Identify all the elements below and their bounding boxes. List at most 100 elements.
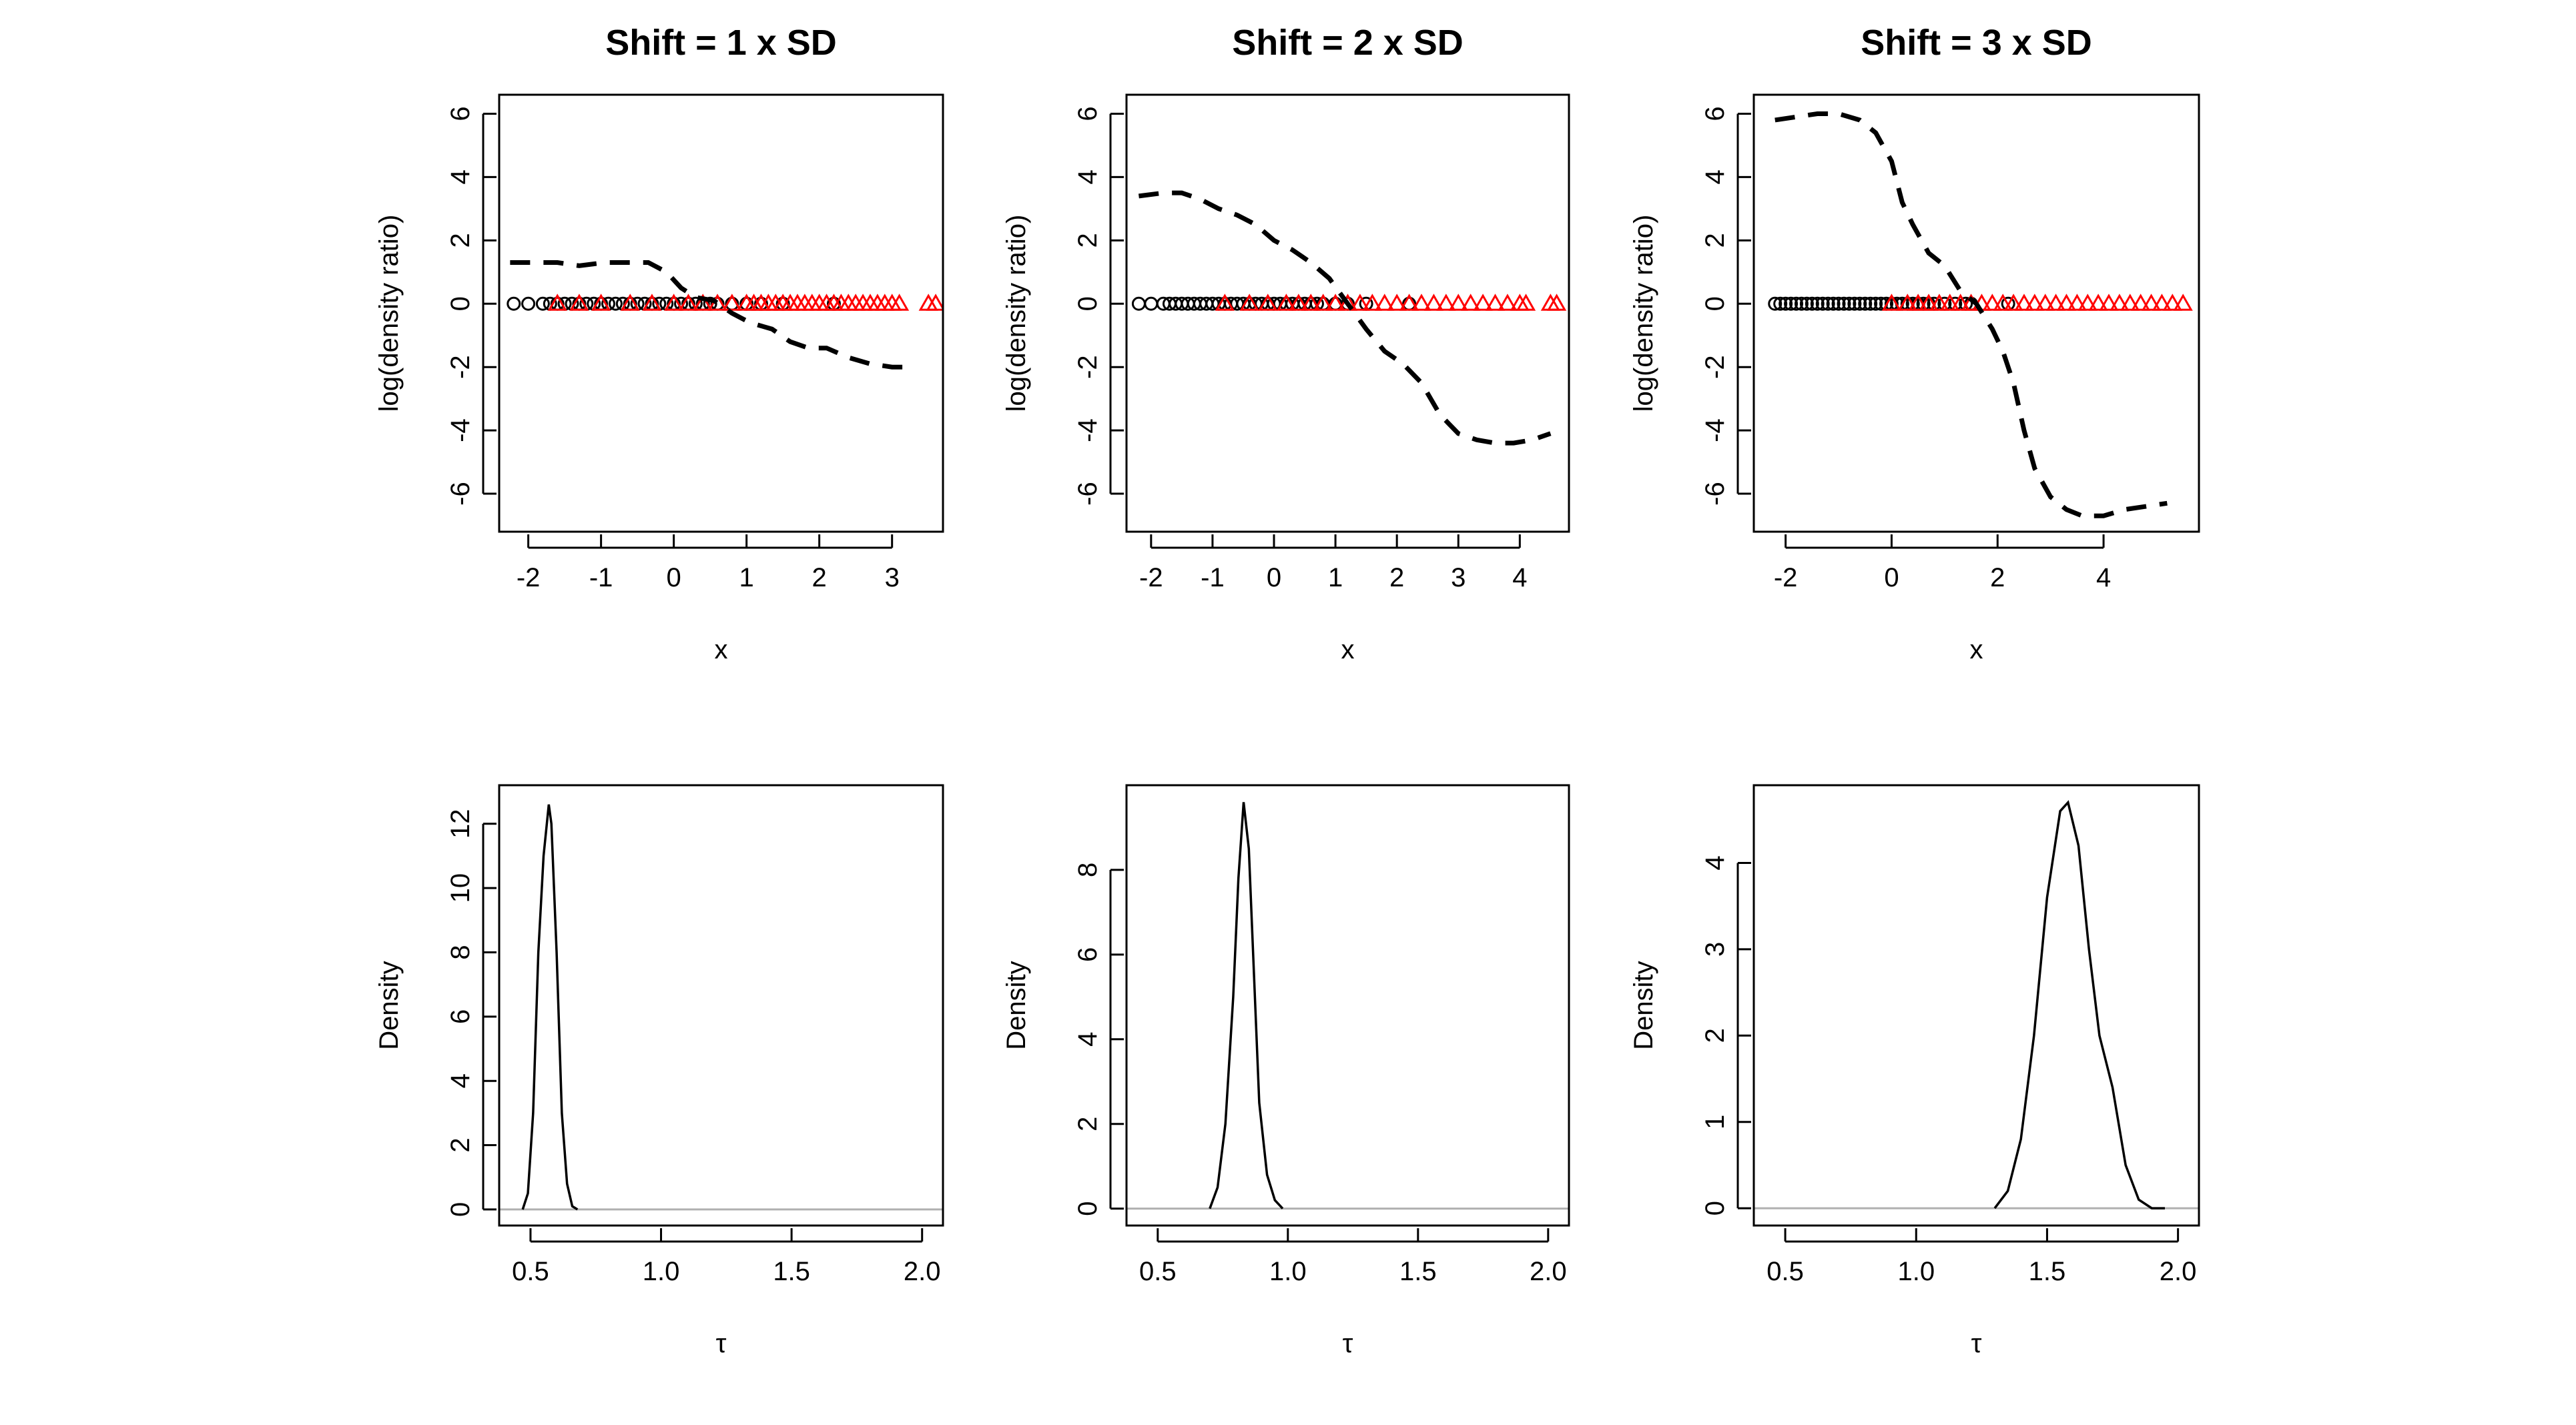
point-black-circle (1784, 296, 1799, 311)
density-curve (1993, 800, 2165, 1210)
plot-area (499, 804, 943, 1211)
point-red-triangle (591, 294, 611, 311)
y-tick-label: 8 (1073, 863, 1102, 877)
density-ratio-line (1138, 190, 1552, 446)
point-red-triangle (2088, 294, 2108, 311)
point-red-triangle (693, 294, 713, 311)
x-tick-label: 1.5 (1399, 1257, 1437, 1286)
point-red-triangle (1546, 294, 1567, 311)
y-tick-label: 0 (446, 296, 475, 311)
point-red-triangle (2099, 294, 2119, 311)
x-tick-label: 1 (1328, 563, 1343, 592)
y-tick-label: -2 (1073, 355, 1102, 379)
point-red-triangle (1313, 294, 1333, 311)
point-red-triangle (1301, 294, 1321, 311)
y-tick-label: -4 (1700, 418, 1730, 442)
x-tick-label: 1.0 (1269, 1257, 1307, 1286)
y-tick-label: 0 (1700, 296, 1730, 311)
point-red-triangle (1461, 294, 1481, 311)
x-tick-label: 0 (667, 563, 681, 592)
y-tick-label: 6 (1073, 947, 1102, 962)
x-tick-label: 0.5 (1766, 1257, 1804, 1286)
point-red-triangle (890, 294, 910, 311)
point-black-circle (1842, 296, 1857, 311)
plot-frame (498, 93, 944, 533)
y-tick-label: 4 (446, 169, 475, 184)
point-black-circle (1815, 296, 1830, 311)
point-red-triangle (2152, 294, 2172, 311)
y-tick-label: 6 (446, 1009, 475, 1024)
y-tick-label: 2 (446, 1137, 475, 1152)
point-red-triangle (2120, 294, 2140, 311)
point-red-triangle (1387, 294, 1407, 311)
point-red-triangle (569, 294, 589, 311)
x-tick-label: 4 (2096, 563, 2111, 592)
y-axis-label: log(density ratio) (374, 215, 404, 412)
point-black-circle (1768, 296, 1783, 311)
point-red-triangle (1897, 294, 1917, 311)
point-black-circle (1799, 296, 1814, 311)
x-tick-label: 2 (1990, 563, 2005, 592)
x-tick-label: 3 (1451, 563, 1466, 592)
point-red-triangle (1951, 294, 1971, 311)
plot-area (507, 260, 943, 370)
point-red-triangle (1423, 294, 1444, 311)
y-tick-label: 6 (446, 106, 475, 121)
point-black-circle (1773, 296, 1788, 311)
x-tick-label: -1 (1201, 563, 1225, 592)
point-red-triangle (1473, 294, 1493, 311)
point-red-triangle (1258, 294, 1278, 311)
y-tick-label: -6 (1073, 482, 1102, 506)
point-red-triangle (1399, 294, 1419, 311)
point-red-triangle (1215, 294, 1235, 311)
point-red-triangle (1982, 294, 2002, 311)
point-red-triangle (2141, 294, 2162, 311)
point-black-circle (1858, 296, 1873, 311)
point-black-circle (1847, 296, 1862, 311)
point-black-circle (507, 296, 521, 311)
y-tick-label: 0 (446, 1202, 475, 1217)
x-axis-label: x (715, 635, 728, 664)
point-red-triangle (642, 294, 662, 311)
x-tick-label: 2 (812, 563, 827, 592)
y-tick-label: 4 (1700, 855, 1730, 870)
point-red-triangle (2035, 294, 2055, 311)
plot-frame (1125, 93, 1570, 533)
y-axis-label: log(density ratio) (1629, 215, 1658, 412)
x-tick-label: 2.0 (904, 1257, 941, 1286)
density-curve (1209, 802, 1284, 1210)
point-black-circle (1826, 296, 1841, 311)
density-curve (521, 804, 579, 1211)
y-tick-label: 0 (1073, 296, 1102, 311)
point-red-triangle (1411, 294, 1431, 311)
panel-bottom1: 0 2 4 6 8 10 12 0.5 1.0 1.5 2.0 τ Density (374, 784, 944, 1358)
point-red-triangle (1436, 294, 1456, 311)
x-axis-label: x (1341, 635, 1355, 664)
point-red-triangle (2067, 294, 2087, 311)
x-tick-label: 1.5 (773, 1257, 810, 1286)
y-tick-label: 12 (446, 809, 475, 839)
panel-top2: Shift = 2 x SD -6 -4 -2 0 2 4 6 -2 -1 0 1 2 3 4 x log(de… (1002, 23, 1570, 664)
x-tick-label: 2.0 (2160, 1257, 2197, 1286)
density-ratio-line (510, 260, 914, 370)
y-tick-label: -4 (1073, 418, 1102, 442)
point-red-triangle (2162, 294, 2182, 311)
point-black-circle (1869, 296, 1883, 311)
x-axis-label: τ (716, 1329, 727, 1358)
point-red-triangle (1239, 294, 1259, 311)
y-tick-label: -2 (446, 355, 475, 379)
y-tick-label: 4 (1700, 169, 1730, 184)
x-tick-label: 1.0 (643, 1257, 680, 1286)
point-red-triangle (722, 294, 742, 311)
density-ratio-line (1775, 111, 2168, 518)
point-red-triangle (2003, 294, 2023, 311)
point-red-triangle (1485, 294, 1506, 311)
plot-area (1754, 800, 2199, 1210)
panel-top1: Shift = 1 x SD -6 -4 -2 0 2 4 6 -2 -1 0 1 2 3 x log(den… (374, 23, 944, 664)
panel-bottom2: 0 2 4 6 8 0.5 1.0 1.5 2.0 τ Density (1002, 784, 1570, 1358)
point-red-triangle (1498, 294, 1518, 311)
point-black-circle (1779, 296, 1793, 311)
point-red-triangle (1448, 294, 1468, 311)
plot-frame (1752, 93, 2200, 533)
point-red-triangle (2025, 294, 2045, 311)
